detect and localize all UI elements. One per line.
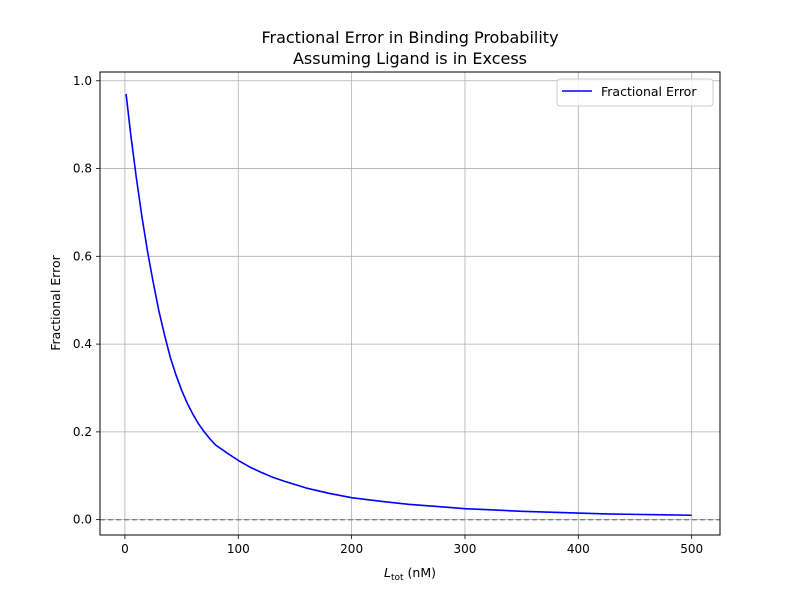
y-tick-label: 0.2 [73,425,92,439]
x-tick-label: 100 [227,542,250,556]
series-line-fractional-error [125,93,692,517]
legend-box [556,78,714,107]
y-tick-label: 0.6 [73,249,92,263]
axes-frame [99,71,721,536]
legend: Fractional Error [556,78,714,107]
y-tick-label: 1.0 [73,74,92,88]
x-axis-label-main: L [384,565,391,580]
chart-title-line-2: Assuming Ligand is in Excess [293,49,527,68]
x-axis-label-subscript: tot [391,573,404,583]
x-tick-label: 300 [454,542,477,556]
y-ticks: 0.0 0.2 0.4 0.6 0.8 1.0 [73,74,100,527]
x-axis-label-unit: (nM) [404,565,436,580]
x-tick-label: 500 [680,542,703,556]
x-tick-label: 400 [567,542,590,556]
x-tick-label: 0 [121,542,129,556]
grid-lines [100,72,720,535]
legend-label-fractional-error: Fractional Error [601,84,697,99]
x-axis-label: Ltot (nM) [384,565,436,583]
y-tick-label: 0.8 [73,162,92,176]
y-tick-label: 0.4 [73,337,92,351]
series-group [125,93,692,517]
x-tick-label: 200 [340,542,363,556]
y-axis-label: Fractional Error [48,254,63,350]
x-ticks: 0 100 200 300 400 500 [121,535,703,556]
y-tick-label: 0.0 [73,513,92,527]
chart-title-line-1: Fractional Error in Binding Probability [261,28,558,47]
